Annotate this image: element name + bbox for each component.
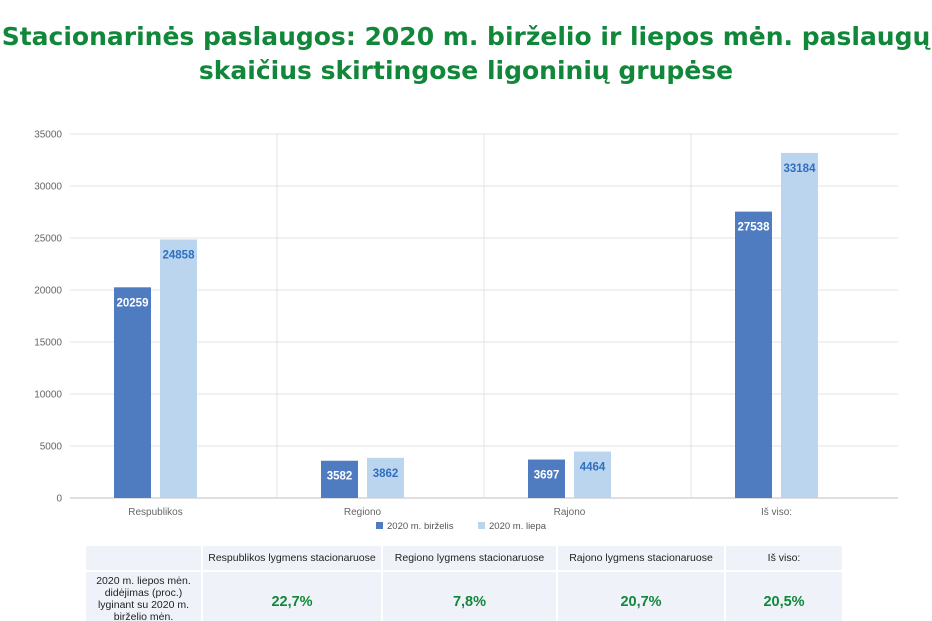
title-line-2: skaičius skirtingose ligoninių grupėse <box>198 56 734 85</box>
table-row-label: 2020 m. liepos mėn. didėjimas (proc.) ly… <box>86 570 203 621</box>
bar <box>574 451 611 498</box>
x-tick-label: Respublikos <box>128 507 182 518</box>
table-header-cell <box>86 546 203 571</box>
data-label: 27538 <box>738 222 771 234</box>
growth-value: 20,5% <box>725 570 843 621</box>
y-tick-label: 30000 <box>34 182 62 193</box>
growth-value: 7,8% <box>382 570 558 621</box>
bar <box>367 457 404 498</box>
row-label-line: 2020 m. liepos mėn. <box>96 575 191 587</box>
table-header-cell: Iš viso: <box>725 546 843 571</box>
table-header-cell: Rajono lygmens stacionaruose <box>557 546 726 571</box>
data-label: 4464 <box>580 462 606 474</box>
bar-chart: 0 5000 10000 15000 20000 25000 30000 35000 20259… <box>34 130 898 532</box>
table-row: 2020 m. liepos mėn. didėjimas (proc.) ly… <box>86 570 843 621</box>
bar <box>114 287 151 498</box>
table-header-cell: Regiono lygmens stacionaruose <box>382 546 558 571</box>
y-tick-label: 15000 <box>34 338 62 349</box>
data-label: 33184 <box>784 163 817 175</box>
growth-value: 22,7% <box>202 570 383 621</box>
x-tick-label: Rajono <box>554 507 586 518</box>
data-label: 3862 <box>373 468 399 480</box>
y-tick-label: 10000 <box>34 390 62 401</box>
row-label-line: birželio mėn. <box>113 611 174 621</box>
y-tick-label: 0 <box>56 494 62 505</box>
table-header-row: Respublikos lygmens stacionaruose Region… <box>86 546 843 571</box>
y-tick-label: 25000 <box>34 234 62 245</box>
data-label: 24858 <box>163 249 196 261</box>
legend-label: 2020 m. birželis <box>387 521 454 532</box>
bar <box>781 152 818 498</box>
data-label: 3697 <box>534 470 560 482</box>
y-tick-label: 20000 <box>34 286 62 297</box>
y-tick-label: 35000 <box>34 130 62 141</box>
legend-swatch <box>376 522 383 529</box>
legend-label: 2020 m. liepa <box>489 521 547 532</box>
y-tick-label: 5000 <box>40 442 63 453</box>
row-label-line: didėjimas (proc.) <box>104 587 183 599</box>
legend-swatch <box>478 522 485 529</box>
row-label-line: lyginant su 2020 m. <box>97 599 190 611</box>
data-label: 3582 <box>327 471 353 483</box>
growth-value: 20,7% <box>557 570 726 621</box>
bar <box>528 459 565 498</box>
x-tick-label: Regiono <box>344 507 382 518</box>
bar <box>160 239 197 498</box>
bar <box>321 460 358 498</box>
table-header-cell: Respublikos lygmens stacionaruose <box>202 546 383 571</box>
growth-table: Respublikos lygmens stacionaruose Region… <box>86 546 843 621</box>
data-label: 20259 <box>117 297 149 309</box>
x-tick-label: Iš viso: <box>761 507 792 518</box>
title-line-1: Stacionarinės paslaugos: 2020 m. birželi… <box>1 22 931 51</box>
growth-table-container: Respublikos lygmens stacionaruose Region… <box>86 546 843 621</box>
slide-title: Stacionarinės paslaugos: 2020 m. birželi… <box>0 20 932 88</box>
bar <box>735 211 772 498</box>
